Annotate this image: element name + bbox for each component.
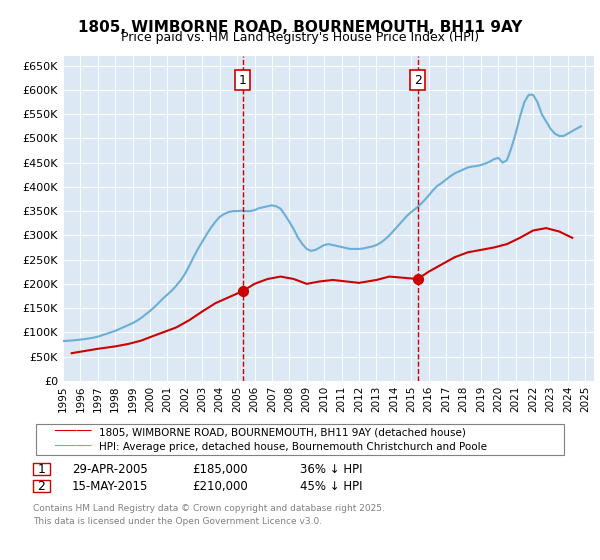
Text: 1: 1 bbox=[37, 463, 46, 476]
Text: 2: 2 bbox=[414, 74, 422, 87]
Text: HPI: Average price, detached house, Bournemouth Christchurch and Poole: HPI: Average price, detached house, Bour… bbox=[99, 442, 487, 452]
Text: 2: 2 bbox=[37, 479, 46, 493]
Text: 1805, WIMBORNE ROAD, BOURNEMOUTH, BH11 9AY: 1805, WIMBORNE ROAD, BOURNEMOUTH, BH11 9… bbox=[78, 20, 522, 35]
Text: 15-MAY-2015: 15-MAY-2015 bbox=[72, 479, 148, 493]
Text: ─────: ───── bbox=[54, 424, 91, 438]
Text: 1: 1 bbox=[239, 74, 247, 87]
Text: Price paid vs. HM Land Registry's House Price Index (HPI): Price paid vs. HM Land Registry's House … bbox=[121, 31, 479, 44]
Text: 1805, WIMBORNE ROAD, BOURNEMOUTH, BH11 9AY (detached house): 1805, WIMBORNE ROAD, BOURNEMOUTH, BH11 9… bbox=[99, 427, 466, 437]
Text: HPI: Average price, detached house, Bournemouth Christchurch and Poole: HPI: Average price, detached house, Bour… bbox=[99, 442, 487, 452]
Text: 36% ↓ HPI: 36% ↓ HPI bbox=[300, 463, 362, 476]
Text: 29-APR-2005: 29-APR-2005 bbox=[72, 463, 148, 476]
Text: ─────: ───── bbox=[54, 424, 91, 438]
Text: ─────: ───── bbox=[54, 440, 91, 453]
Text: 45% ↓ HPI: 45% ↓ HPI bbox=[300, 479, 362, 493]
Text: ─────: ───── bbox=[54, 440, 91, 453]
Text: £210,000: £210,000 bbox=[192, 479, 248, 493]
Text: £185,000: £185,000 bbox=[192, 463, 248, 476]
Text: 1805, WIMBORNE ROAD, BOURNEMOUTH, BH11 9AY (detached house): 1805, WIMBORNE ROAD, BOURNEMOUTH, BH11 9… bbox=[99, 427, 466, 437]
Text: Contains HM Land Registry data © Crown copyright and database right 2025.
This d: Contains HM Land Registry data © Crown c… bbox=[33, 504, 385, 525]
